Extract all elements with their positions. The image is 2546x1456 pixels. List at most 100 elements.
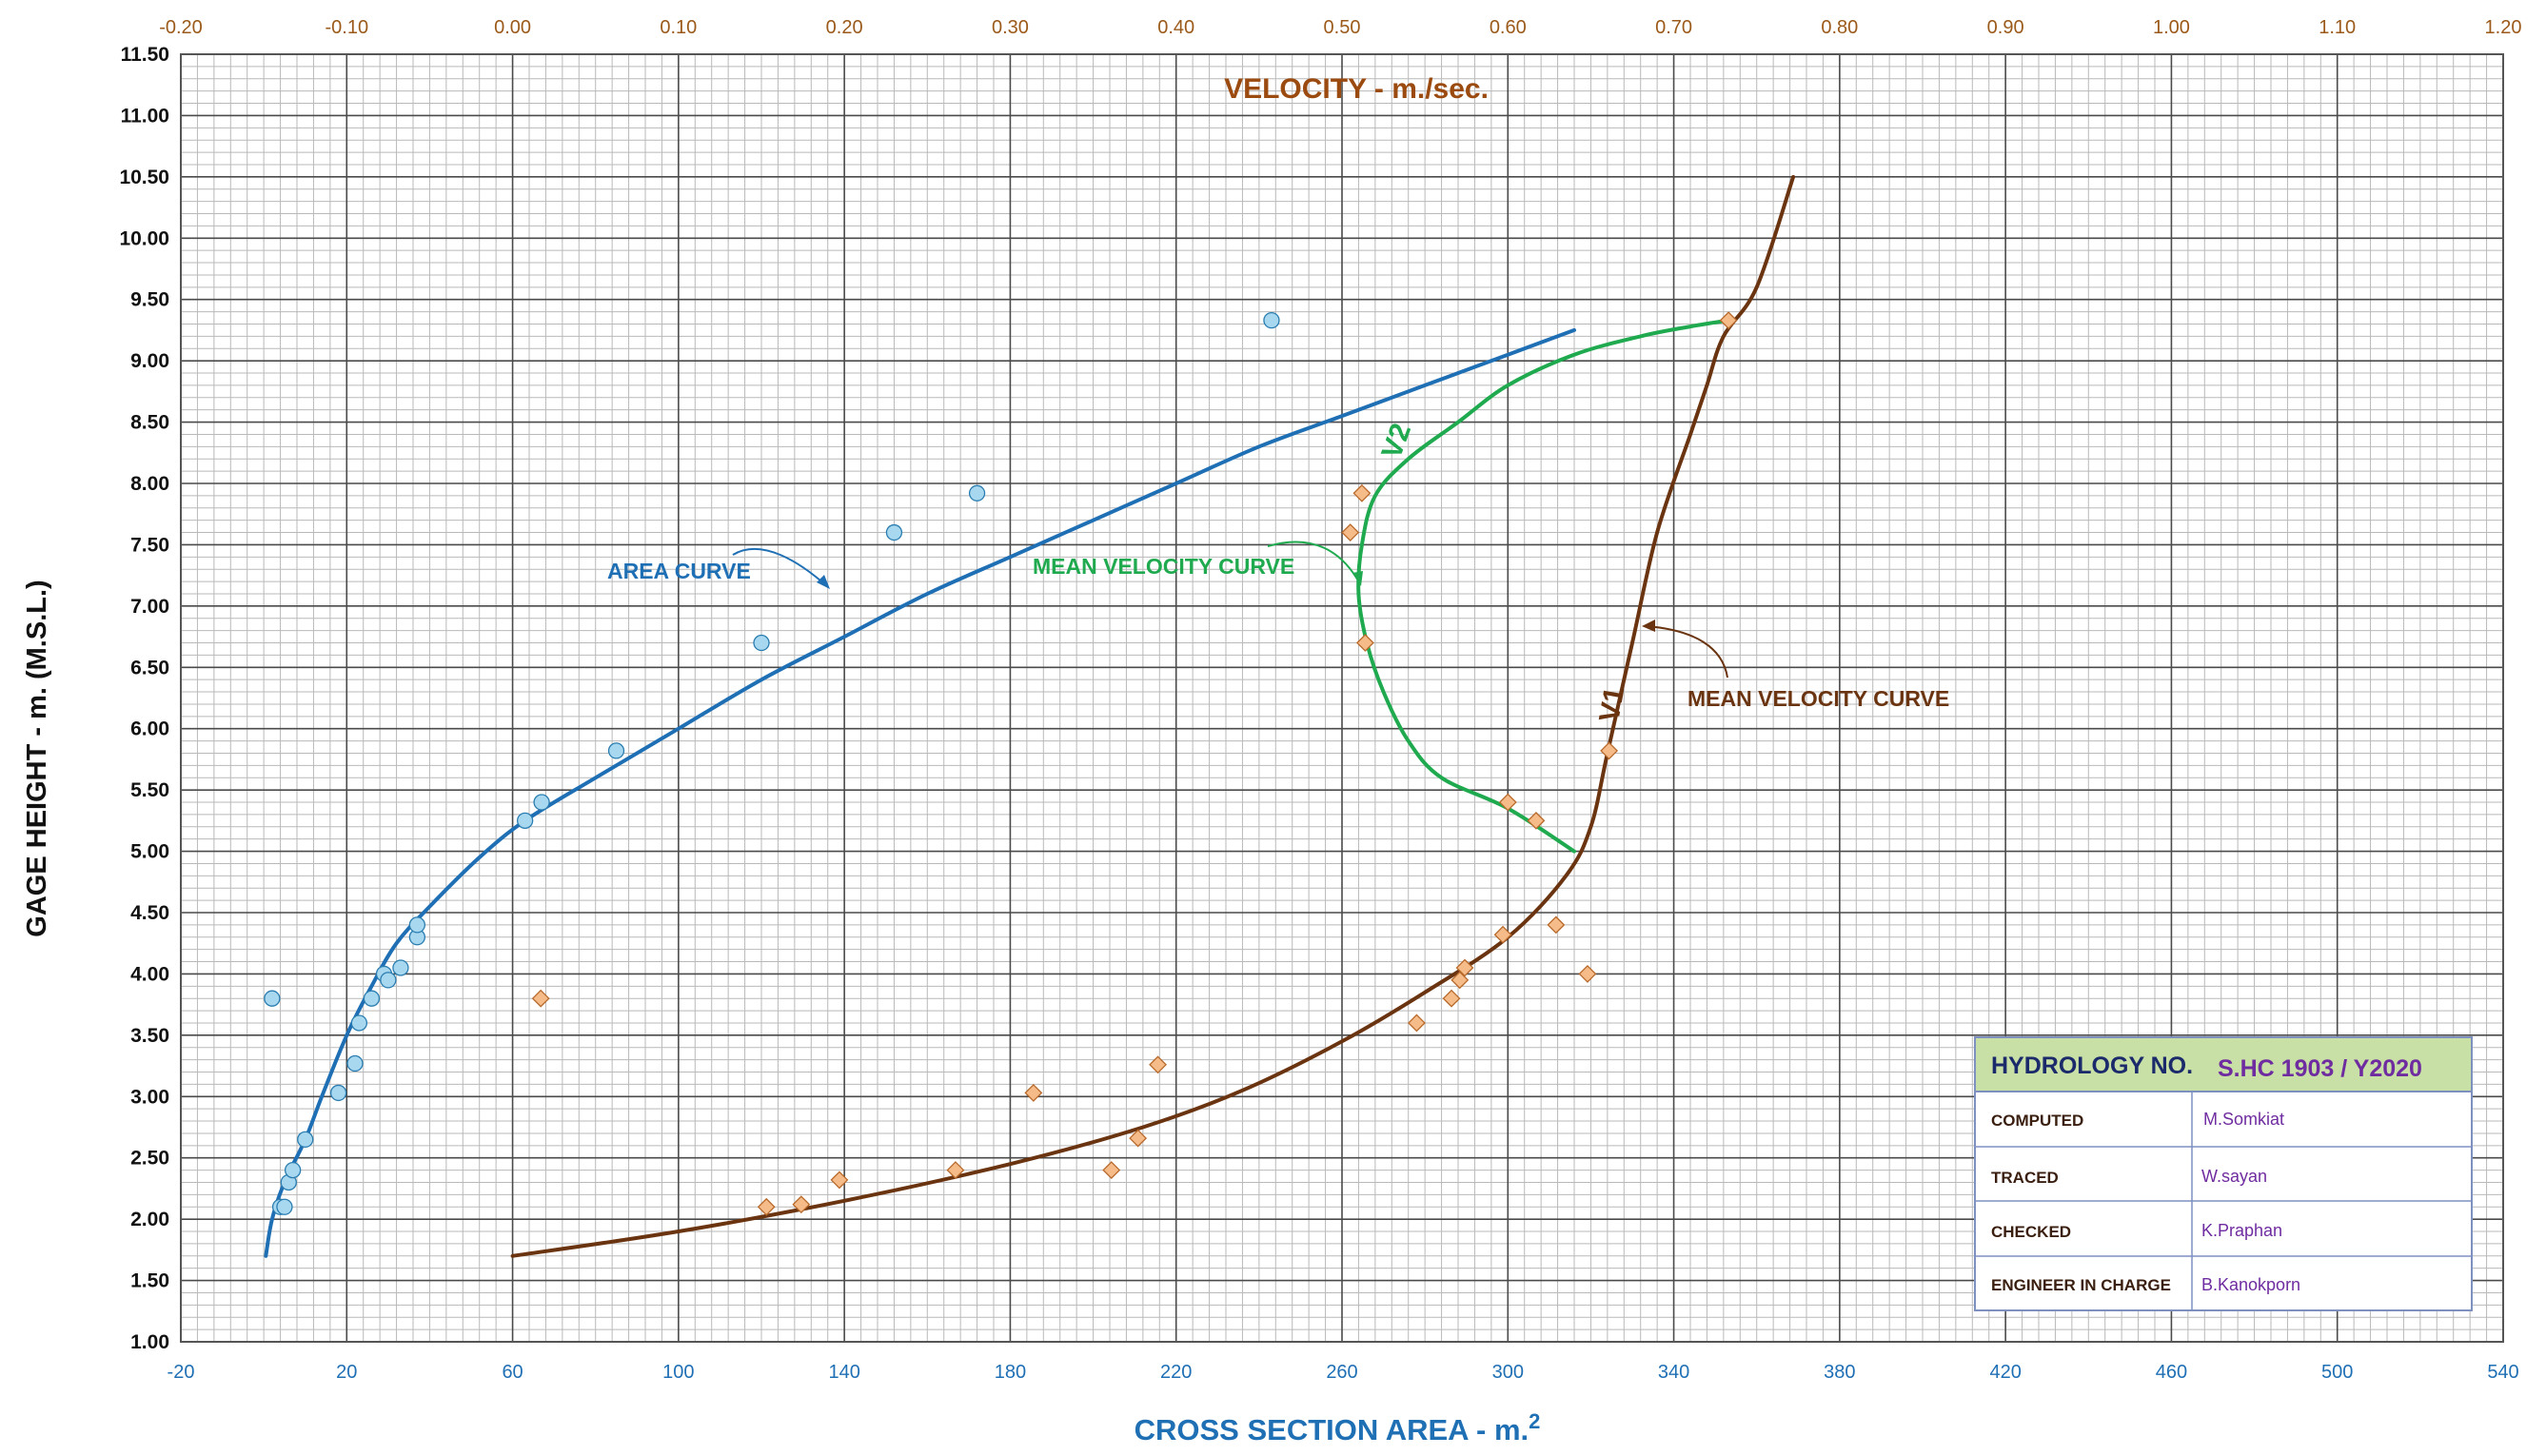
velocity-observation-point — [1719, 311, 1738, 330]
area-observation-point — [968, 484, 986, 502]
annotation-mean-velocity-v1: MEAN VELOCITY CURVE — [1687, 686, 1949, 711]
velocity-observation-point — [1498, 793, 1517, 812]
top-tick-label: -0.10 — [325, 17, 368, 38]
plot-frame — [180, 53, 2504, 1343]
top-tick-label: 0.70 — [1655, 17, 1692, 38]
velocity-observation-point — [531, 989, 550, 1008]
top-tick-label: 0.40 — [1157, 17, 1194, 38]
left-tick-label: 5.00 — [130, 841, 169, 863]
info-row-checked-value: K.Praphan — [2201, 1221, 2282, 1240]
top-tick-label: 0.00 — [494, 17, 531, 38]
annotation-v1-arrow — [1646, 625, 1728, 679]
info-table-header-value: S.HC 1903 / Y2020 — [2218, 1055, 2422, 1082]
annotation-v2-arrowhead — [1352, 571, 1363, 586]
velocity-observation-point — [1442, 989, 1461, 1008]
left-tick-label: 4.00 — [130, 963, 169, 985]
left-tick-label: 10.00 — [119, 227, 169, 249]
info-row-traced-value: W.sayan — [2201, 1167, 2267, 1186]
velocity-observation-point — [1129, 1129, 1148, 1148]
area-observation-point — [1263, 311, 1280, 329]
annotation-area-curve: AREA CURVE — [607, 559, 751, 583]
left-tick-label: 5.50 — [130, 779, 169, 801]
top-tick-label: 0.50 — [1324, 17, 1361, 38]
bottom-tick-label: 140 — [828, 1362, 859, 1383]
left-tick-label: 9.50 — [130, 289, 169, 311]
info-row-computed-label: COMPUTED — [1991, 1112, 2083, 1130]
velocity-observation-point — [1352, 483, 1372, 502]
left-tick-label: 6.50 — [130, 657, 169, 679]
bottom-tick-label: 300 — [1492, 1362, 1524, 1383]
area-observation-point — [533, 794, 550, 811]
bottom-tick-label: 340 — [1658, 1362, 1689, 1383]
velocity-observation-point — [1600, 741, 1619, 760]
bottom-tick-label: 100 — [662, 1362, 694, 1383]
top-tick-labels: -0.20 -0.10 0.00 0.10 0.20 0.30 0.40 0.50 0.60 0.… — [159, 17, 2521, 38]
left-tick-label: 8.50 — [130, 412, 169, 434]
bottom-tick-labels: -20 20 60 100 140 180 220 260 300 340 380 420 460 500… — [168, 1362, 2519, 1383]
area-observation-point — [885, 523, 903, 541]
area-observation-point — [408, 916, 426, 934]
velocity-observation-point — [1408, 1013, 1426, 1033]
left-tick-label: 3.50 — [130, 1025, 169, 1047]
annotation-mean-velocity-v2: MEAN VELOCITY CURVE — [1033, 554, 1294, 579]
area-observation-point — [264, 990, 281, 1007]
velocity-observation-point — [1578, 965, 1597, 983]
area-observation-point — [276, 1198, 293, 1215]
velocity-observation-point — [830, 1171, 849, 1190]
top-tick-label: 1.20 — [2485, 17, 2522, 38]
left-tick-labels: 1.00 1.50 2.00 2.50 3.00 3.50 4.00 4.50 5.00 5.50… — [119, 44, 169, 1353]
bottom-tick-label: 460 — [2156, 1362, 2187, 1383]
info-row-computed-value: M.Somkiat — [2203, 1110, 2284, 1129]
top-tick-label: 1.10 — [2319, 17, 2356, 38]
velocity-observation-point — [1341, 523, 1360, 541]
chart-title: VELOCITY - m./sec. — [1224, 73, 1489, 105]
area-observation-point — [392, 959, 409, 976]
x-axis-title-text: CROSS SECTION AREA - m. — [1135, 1413, 1530, 1446]
left-tick-label: 1.50 — [130, 1270, 169, 1292]
area-observation-point — [753, 634, 770, 652]
area-observation-point — [346, 1054, 364, 1072]
label-v1: V1 — [1593, 684, 1630, 724]
top-tick-label: -0.20 — [159, 17, 203, 38]
info-table-header — [1974, 1036, 2473, 1092]
velocity-observation-point — [1355, 634, 1374, 652]
info-row-engineer-label: ENGINEER IN CHARGE — [1991, 1276, 2171, 1294]
info-row-checked-label: CHECKED — [1991, 1223, 2071, 1241]
left-tick-label: 3.00 — [130, 1086, 169, 1108]
top-tick-label: 0.10 — [660, 17, 697, 38]
info-row-traced-label: TRACED — [1991, 1169, 2059, 1187]
x-axis-title-superscript: 2 — [1529, 1409, 1540, 1433]
area-observation-point — [607, 742, 625, 759]
x-axis-title: CROSS SECTION AREA - m.2 — [1135, 1409, 1541, 1446]
bottom-tick-label: 180 — [995, 1362, 1026, 1383]
left-tick-label: 11.50 — [121, 44, 169, 66]
bottom-tick-label: 500 — [2321, 1362, 2353, 1383]
left-tick-label: 6.00 — [130, 718, 169, 740]
annotation-area-arrowhead — [817, 575, 830, 589]
left-tick-label: 2.00 — [130, 1209, 169, 1230]
info-table: HYDROLOGY NO. S.HC 1903 / Y2020 COMPUTED… — [1974, 1036, 2473, 1311]
left-tick-label: 2.50 — [130, 1148, 169, 1170]
top-tick-label: 1.00 — [2153, 17, 2190, 38]
area-observation-point — [297, 1131, 314, 1149]
velocity-observation-point — [1455, 958, 1474, 977]
bottom-tick-label: 540 — [2487, 1362, 2518, 1383]
velocity-observation-point — [1527, 811, 1546, 830]
bottom-tick-label: -20 — [168, 1362, 195, 1383]
area-observation-point — [380, 972, 397, 989]
velocity-observation-point — [1547, 915, 1566, 935]
left-tick-label: 8.00 — [130, 473, 169, 495]
area-observation-point — [284, 1161, 302, 1179]
annotation-v1-arrowhead — [1642, 620, 1655, 632]
top-tick-label: 0.60 — [1490, 17, 1527, 38]
annotation-area-arrow — [732, 547, 829, 588]
area-observation-point — [329, 1084, 347, 1102]
top-tick-label: 0.20 — [826, 17, 863, 38]
left-tick-label: 9.00 — [130, 350, 169, 372]
area-observation-point — [516, 812, 534, 830]
left-tick-label: 10.50 — [119, 167, 169, 188]
info-row-engineer-value: B.Kanokporn — [2201, 1275, 2300, 1294]
area-observation-point — [350, 1014, 368, 1032]
top-tick-label: 0.30 — [992, 17, 1029, 38]
